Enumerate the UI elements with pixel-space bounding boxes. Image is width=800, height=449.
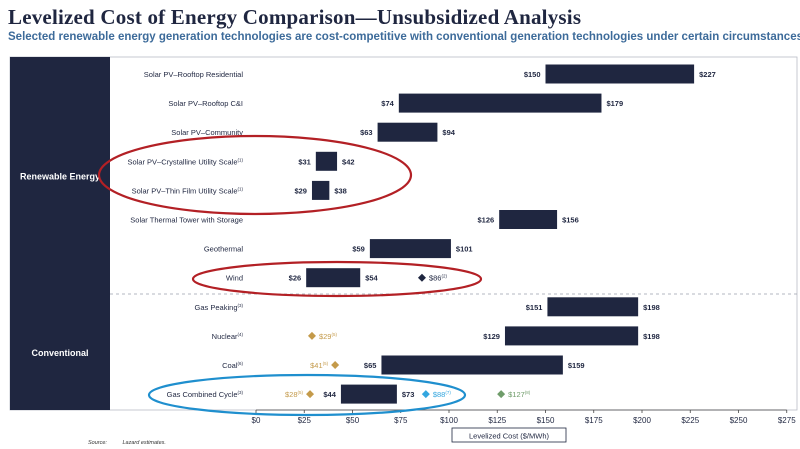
- range-bar: [369, 239, 451, 259]
- x-tick-label: $275: [778, 416, 796, 425]
- x-tick-label: $225: [681, 416, 699, 425]
- row-label: Geothermal: [204, 245, 244, 254]
- chart-title: Levelized Cost of Energy Comparison—Unsu…: [8, 5, 582, 29]
- row-label: Solar PV–Thin Film Utility Scale(1): [132, 186, 244, 195]
- x-tick-label: $50: [346, 416, 360, 425]
- row-label: Coal(6): [222, 361, 243, 370]
- chart-subtitle: Selected renewable energy generation tec…: [8, 31, 800, 43]
- row-label: Solar PV–Community: [171, 128, 243, 137]
- low-value-label: $29: [294, 186, 307, 195]
- row-label: Nuclear(4): [212, 332, 244, 341]
- x-tick-label: $100: [440, 416, 458, 425]
- range-bar: [504, 326, 639, 346]
- low-value-label: $74: [381, 99, 394, 108]
- low-value-label: $44: [323, 390, 336, 399]
- high-value-label: $101: [456, 245, 473, 254]
- marker-label: $88(7): [433, 390, 452, 399]
- row-label: Solar PV–Rooftop C&I: [168, 99, 243, 108]
- marker-diamond: [331, 361, 340, 369]
- group-label: Conventional: [31, 348, 88, 358]
- low-value-label: $126: [477, 216, 494, 225]
- range-bar: [306, 268, 361, 288]
- low-value-label: $59: [352, 245, 365, 254]
- highlight-ellipse-red: [97, 134, 413, 216]
- x-tick-label: $75: [394, 416, 408, 425]
- source-text: Lazard estimates.: [122, 440, 166, 446]
- x-tick-label: $125: [488, 416, 506, 425]
- x-tick-label: $175: [585, 416, 603, 425]
- low-value-label: $63: [360, 128, 373, 137]
- highlight-ellipse-blue: [147, 373, 467, 417]
- x-axis-title: Levelized Cost ($/MWh): [469, 432, 550, 441]
- low-value-label: $26: [289, 274, 302, 283]
- marker-diamond: [306, 390, 315, 399]
- row-label: Wind: [226, 274, 243, 283]
- group-panel-conventional: [10, 294, 110, 410]
- high-value-label: $156: [562, 216, 579, 225]
- range-bar: [545, 64, 695, 84]
- range-bar: [398, 93, 602, 113]
- x-tick-label: $250: [730, 416, 748, 425]
- high-value-label: $179: [606, 99, 623, 108]
- high-value-label: $73: [402, 390, 415, 399]
- marker-label: $28(5): [285, 390, 304, 399]
- row-label: Solar PV–Crystalline Utility Scale(1): [127, 157, 243, 166]
- low-value-label: $151: [526, 303, 543, 312]
- high-value-label: $198: [643, 332, 660, 341]
- low-value-label: $31: [298, 157, 311, 166]
- row-label: Gas Peaking(3): [195, 303, 244, 312]
- row-label: Gas Combined Cycle(3): [167, 390, 244, 399]
- x-axis-title-box: [451, 427, 567, 443]
- source-note: Source: Lazard estimates.: [88, 440, 180, 446]
- row-label: Solar PV–Rooftop Residential: [144, 70, 244, 79]
- marker-diamond: [417, 273, 426, 282]
- range-bar: [381, 355, 563, 375]
- low-value-label: $65: [364, 361, 377, 370]
- high-value-label: $159: [568, 361, 585, 370]
- range-bar: [547, 297, 639, 317]
- high-value-label: $54: [365, 274, 378, 283]
- range-bar: [377, 122, 438, 142]
- high-value-label: $227: [699, 70, 716, 79]
- marker-diamond: [497, 390, 506, 399]
- x-tick-label: $150: [537, 416, 555, 425]
- x-tick-label: $0: [252, 416, 261, 425]
- source-label: Source:: [88, 440, 107, 446]
- low-value-label: $129: [483, 332, 500, 341]
- marker-diamond: [421, 390, 430, 399]
- range-bar: [340, 384, 397, 404]
- row-label: Solar Thermal Tower with Storage: [130, 216, 243, 225]
- range-bar: [499, 210, 558, 229]
- marker-label: $41(5): [310, 361, 329, 370]
- range-bar: [315, 151, 338, 171]
- low-value-label: $150: [524, 70, 541, 79]
- x-tick-label: $25: [298, 416, 312, 425]
- high-value-label: $198: [643, 303, 660, 312]
- x-tick-label: $200: [633, 416, 651, 425]
- marker-diamond: [307, 331, 316, 340]
- high-value-label: $38: [334, 186, 347, 195]
- high-value-label: $42: [342, 157, 355, 166]
- marker-label: $86(2): [429, 274, 448, 283]
- high-value-label: $94: [442, 128, 455, 137]
- marker-label: $127(8): [508, 390, 531, 399]
- group-panel-renewable-energy: [10, 57, 110, 294]
- highlight-ellipse-red: [191, 260, 483, 298]
- group-label: Renewable Energy: [20, 172, 100, 182]
- range-bar: [311, 180, 330, 200]
- marker-label: $29(5): [319, 332, 338, 341]
